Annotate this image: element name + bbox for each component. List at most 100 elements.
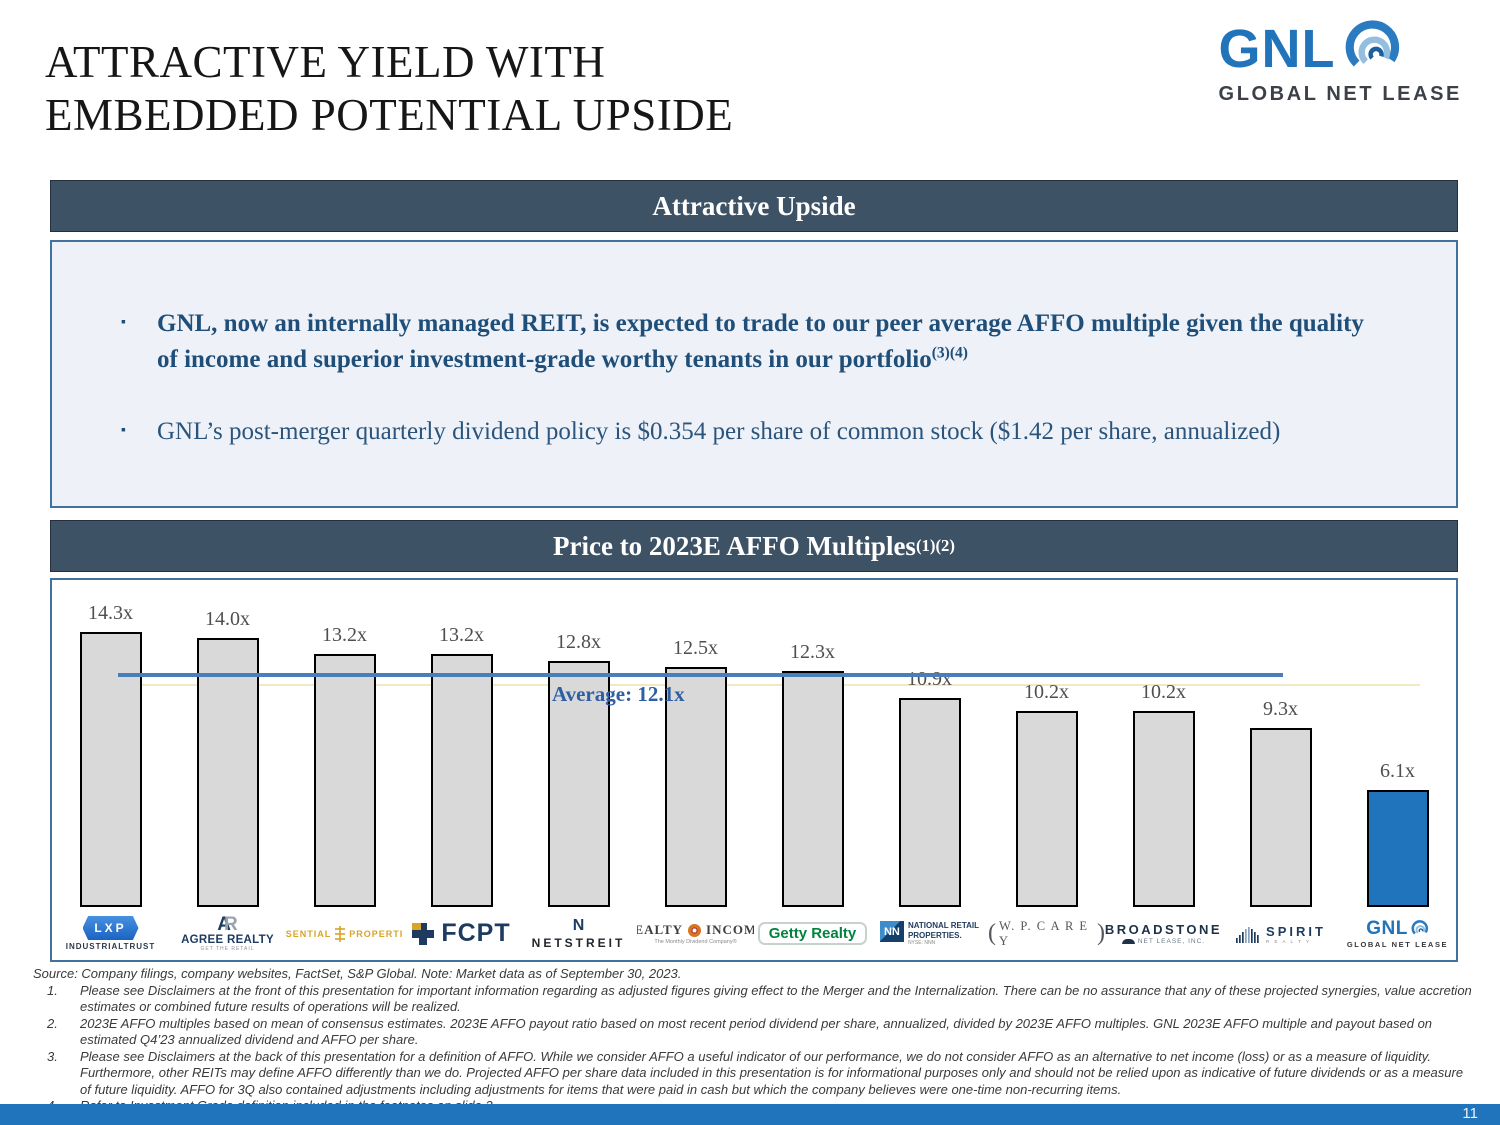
bar-national-retail-properties [898,697,961,907]
bar-wp-carey [1015,711,1078,907]
bullet-marker-icon: ▪ [121,315,126,330]
bar-spirit [1249,728,1312,907]
chart-column-netstreit: 12.8x [520,631,637,907]
realty-income-right-text: INCOME [706,922,754,937]
spirit-name: SPIRIT [1266,923,1326,939]
footnote-1: 1. Please see Disclaimers at the front o… [47,982,1472,1015]
getty-name: Getty Realty [757,922,868,945]
bar-realty-income [664,667,727,907]
bar-value-label: 9.3x [1263,698,1298,721]
agree-ar-icon: AR [217,914,238,935]
logo-fcpt: FCPT [403,907,520,960]
page-title-line1: ATTRACTIVE YIELD WITH [45,37,606,87]
broadstone-subtext: NET LEASE, INC. [1137,938,1206,945]
bullet-item-1: ▪ GNL, now an internally managed REIT, is… [121,306,1386,378]
page-title-line2: EMBEDDED POTENTIAL UPSIDE [45,90,734,141]
logo-realty-income: REALTY INCOME The Monthly Dividend Compa… [637,907,754,960]
affo-multiples-chart: Average: 12.1x 14.3x 14.0x 13.2x 13.2x 1… [50,578,1458,962]
chart-column-lxp: 14.3x [52,602,169,907]
chart-plot-area: Average: 12.1x 14.3x 14.0x 13.2x 13.2x 1… [52,580,1456,907]
agree-tagline: GET THE RETAIL [200,946,255,952]
broadstone-name: BROADSTONE [1105,922,1222,937]
logo-national-retail-properties: NN NATIONAL RETAIL PROPERTIES. NYSE: NNN [871,907,988,960]
realty-income-tagline: The Monthly Dividend Company® [654,939,737,945]
chart-column-wpc: 10.2x [988,681,1105,907]
bar-value-label: 12.3x [790,640,835,663]
logo-gnl: GNL GLOBAL NET LEASE [1339,907,1456,960]
average-line [118,672,1283,677]
bar-value-label: 14.3x [88,602,133,625]
broadstone-arch-icon [1121,939,1135,944]
gnl-swirl-icon [1411,920,1428,935]
footnote-2: 2. 2023E AFFO multiples based on mean of… [47,1015,1433,1048]
netstreit-name: NETSTREIT [531,935,626,950]
chart-column-essential: 13.2x [286,624,403,907]
bar-getty-realty [781,670,844,907]
lxp-mark: LXP [94,921,127,935]
spirit-burst-icon [1236,926,1259,943]
spirit-subtext: R E A L T Y [1266,938,1311,944]
fcpt-name: FCPT [441,919,511,947]
section-header-price-to-affo: Price to 2023E AFFO Multiples (1)(2) [50,520,1458,572]
essential-left-text: ESSENTIAL [286,928,332,939]
netstreit-n-icon: N [572,916,587,934]
bar-value-label: 12.5x [673,637,718,659]
logo-lxp: LXP INDUSTRIALTRUST [52,907,169,960]
footnotes: Source: Company filings, company website… [33,966,1472,1115]
gnl-brand-logo: GNL GLOBAL NET LEASE [1219,20,1462,106]
bar-agree-realty [196,638,259,907]
agree-name: AGREE REALTY [181,934,274,946]
gnl-small-wordmark: GNL [1366,918,1408,939]
footnote-source: Source: Company filings, company website… [33,966,682,981]
realty-income-circle-icon [688,923,702,937]
chart-column-fcpt: 13.2x [403,624,520,907]
footer-bar: 11 [0,1104,1500,1125]
bar-value-label: 13.2x [439,623,484,646]
logo-broadstone: BROADSTONE NET LEASE, INC. [1105,907,1222,960]
lxp-name: INDUSTRIALTRUST [65,942,156,951]
chart-title-text: Price to 2023E AFFO Multiples [553,530,916,561]
chart-column-broadstone: 10.2x [1105,681,1222,907]
chart-column-getty: 12.3x [754,641,871,907]
essential-right-text: PROPERTIES [349,928,403,939]
nnn-ticker: NYSE: NNN [907,939,936,946]
bar-lxp [79,632,142,907]
nnn-line2: PROPERTIES. [907,930,962,940]
bar-value-label: 13.2x [322,623,367,646]
gnl-swirl-icon [1345,20,1399,67]
lxp-badge-icon: LXP [82,916,139,940]
nnn-line1: NATIONAL RETAIL [907,921,980,931]
chart-column-agree: 14.0x [169,608,286,907]
gnl-logo-subtitle: GLOBAL NET LEASE [1218,83,1462,105]
logo-essential-properties: ESSENTIAL PROPERTIES [286,907,403,960]
bar-essential-properties [313,653,376,907]
bar-value-label: 10.2x [1024,681,1069,704]
bar-netstreit [547,661,610,907]
bar-gnl-highlighted [1366,789,1429,907]
section-header-text: Attractive Upside [652,190,856,221]
logo-wp-carey: ( W. P. C A R E Y ) [988,907,1105,960]
logo-spirit: SPIRIT R E A L T Y [1222,907,1339,960]
bar-broadstone [1132,711,1195,907]
gnl-small-subtitle: GLOBAL NET LEASE [1346,940,1449,949]
chart-column-nnn: 10.9x [871,668,988,907]
wpc-name: W. P. C A R E Y [999,918,1089,948]
reference-line-faint [118,683,1420,686]
page-title: ATTRACTIVE YIELD WITH EMBEDDED POTENTIAL… [45,36,733,142]
logo-getty-realty: Getty Realty [754,907,871,960]
footnote-3: 3. Please see Disclaimers at the back of… [47,1048,1464,1097]
nnn-squares-icon: NN [879,921,904,943]
wpc-close-paren: ) [1097,920,1105,946]
upside-bullet-box: ▪ GNL, now an internally managed REIT, is… [50,240,1458,508]
chart-column-realty-income: 12.5x [637,637,754,907]
bar-value-label: 10.9x [907,667,952,690]
bullet-marker-icon: ▪ [121,423,126,438]
chart-column-spirit: 9.3x [1222,698,1339,907]
bar-value-label: 12.8x [556,631,601,654]
average-label: Average: 12.1x [552,681,685,706]
chart-logos-row: LXP INDUSTRIALTRUST AR AGREE REALTY GET … [52,907,1456,960]
chart-column-gnl: 6.1x [1339,760,1456,907]
bullet-1-text: GNL, now an internally managed REIT, is … [157,310,1364,373]
bar-value-label: 10.2x [1141,681,1186,704]
